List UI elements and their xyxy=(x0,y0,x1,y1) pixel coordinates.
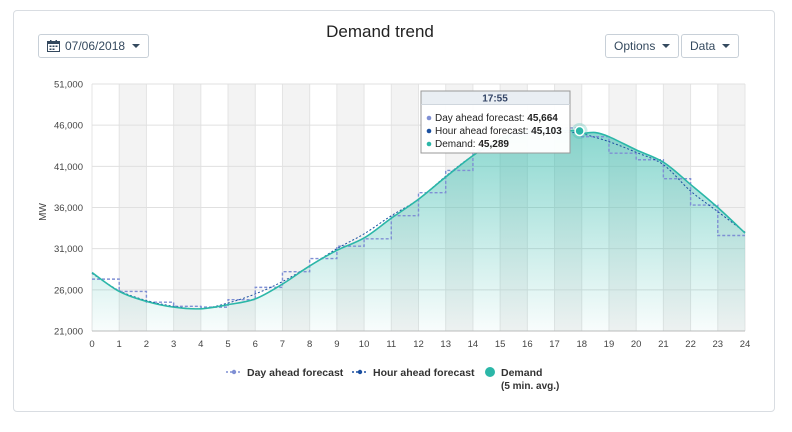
y-tick-label: 26,000 xyxy=(54,285,83,296)
x-tick-label: 22 xyxy=(685,339,696,350)
x-tick-label: 7 xyxy=(280,339,285,350)
options-button[interactable]: Options xyxy=(605,34,680,58)
tooltip-row: Day ahead forecast: 45,664 xyxy=(435,113,558,124)
tooltip-series-dot xyxy=(426,115,432,121)
chevron-down-icon xyxy=(132,44,141,48)
x-tick-label: 21 xyxy=(658,339,669,350)
y-tick-label: 36,000 xyxy=(54,203,83,214)
chevron-down-icon xyxy=(722,44,731,48)
x-tick-label: 24 xyxy=(740,339,751,350)
options-label: Options xyxy=(614,39,656,53)
x-tick-label: 13 xyxy=(440,339,451,350)
y-tick-label: 41,000 xyxy=(54,162,83,173)
y-tick-label: 21,000 xyxy=(54,327,83,338)
demand-line xyxy=(91,129,746,310)
legend-item-hour-ahead[interactable]: Hour ahead forecast xyxy=(373,367,475,379)
day-ahead-forecast-line xyxy=(92,127,745,308)
legend-item-demand[interactable]: Demand (5 min. avg.) xyxy=(485,367,559,392)
tooltip-series-dot xyxy=(426,141,432,147)
x-tick-label: 8 xyxy=(307,339,312,350)
legend: Day ahead forecast Hour ahead forecast Dem… xyxy=(226,367,559,392)
data-button[interactable]: Data xyxy=(681,34,740,58)
calendar-icon xyxy=(47,40,60,52)
x-tick-label: 5 xyxy=(225,339,230,350)
x-tick-label: 11 xyxy=(386,339,396,350)
x-tick-label: 12 xyxy=(413,339,424,350)
x-tick-label: 3 xyxy=(171,339,176,350)
tooltip-time: 17:55 xyxy=(482,94,508,105)
x-tick-label: 18 xyxy=(576,339,587,350)
legend-label: Day ahead forecast xyxy=(247,367,344,379)
legend-label: Demand xyxy=(501,367,542,379)
x-tick-label: 14 xyxy=(468,339,479,350)
y-axis-label: MW xyxy=(38,203,49,221)
legend-swatch-dot xyxy=(357,369,363,375)
x-tick-label: 6 xyxy=(253,339,258,350)
x-tick-label: 15 xyxy=(495,339,506,350)
tooltip-series-dot xyxy=(426,128,432,134)
legend-swatch xyxy=(485,367,495,377)
demand-area xyxy=(92,130,745,331)
x-tick-label: 16 xyxy=(522,339,533,350)
chevron-down-icon xyxy=(662,44,671,48)
legend-item-day-ahead[interactable]: Day ahead forecast xyxy=(247,367,344,379)
tooltip-row: Demand: 45,289 xyxy=(435,139,509,150)
legend-swatch-dot xyxy=(231,369,237,375)
y-tick-label: 51,000 xyxy=(54,80,83,91)
data-label: Data xyxy=(690,39,716,53)
x-tick-label: 9 xyxy=(334,339,339,350)
legend-note: (5 min. avg.) xyxy=(501,381,559,392)
tooltip: 17:55 Day ahead forecast: 45,664 Hour ahe… xyxy=(420,90,571,154)
tooltip-row: Hour ahead forecast: 45,103 xyxy=(435,126,562,137)
y-tick-label: 46,000 xyxy=(54,121,83,132)
x-tick-label: 19 xyxy=(604,339,615,350)
hover-marker xyxy=(571,123,588,140)
x-tick-label: 23 xyxy=(713,339,724,350)
x-tick-label: 1 xyxy=(117,339,122,350)
x-tick-label: 10 xyxy=(359,339,370,350)
x-tick-label: 2 xyxy=(144,339,149,350)
x-tick-label: 4 xyxy=(198,339,203,350)
date-picker-button[interactable]: 07/06/2018 xyxy=(38,34,150,58)
legend-label: Hour ahead forecast xyxy=(373,367,475,379)
page-title: Demand trend xyxy=(326,22,434,41)
x-tick-label: 20 xyxy=(631,339,642,350)
x-tick-label: 17 xyxy=(549,339,560,350)
date-label: 07/06/2018 xyxy=(65,39,126,53)
x-tick-label: 0 xyxy=(89,339,94,350)
y-tick-label: 31,000 xyxy=(54,244,83,255)
